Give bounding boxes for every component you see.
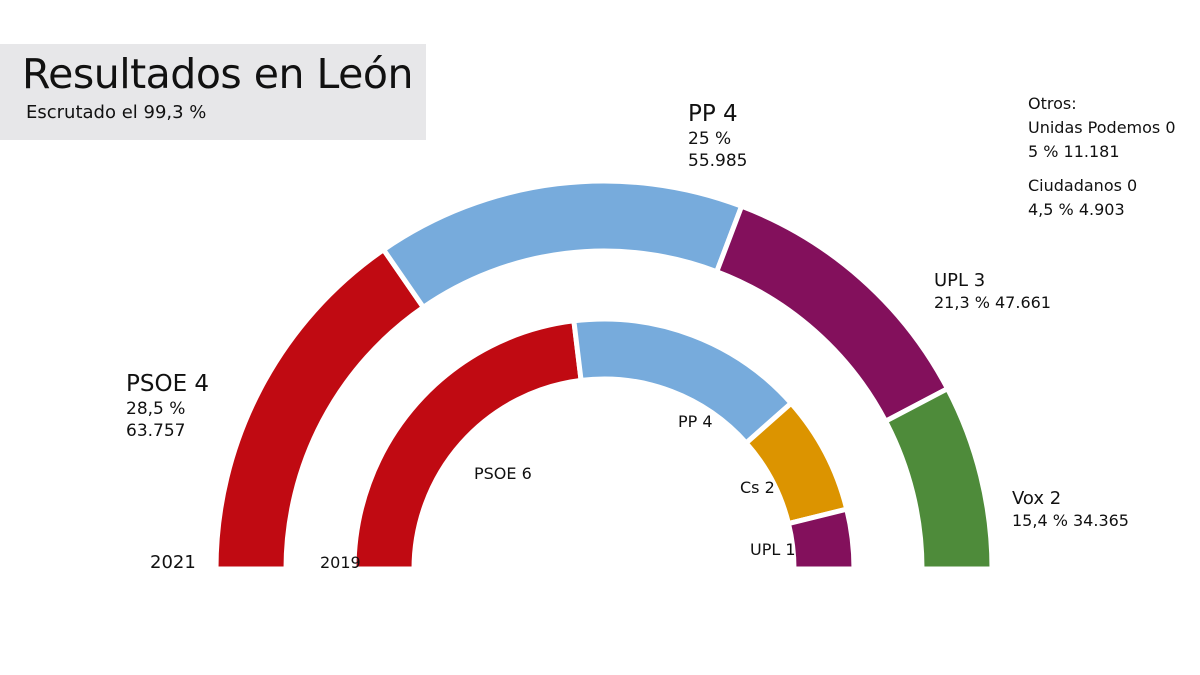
ring-segment-pp-2021 <box>380 178 745 311</box>
others-item-name: Unidas Podemos 0 <box>1028 118 1176 137</box>
chart-subtitle: Escrutado el 99,3 % <box>26 102 207 123</box>
party-label-pp-2021: PP 4 <box>688 101 738 127</box>
party-label-psoe-2021: PSOE 4 <box>126 371 210 397</box>
label-psoe-2019: PSOE 6 <box>474 464 532 483</box>
label-psoe-2021: PSOE 4 28,5 % 63.757 <box>126 370 209 442</box>
pct-label-pp-2021: 25 % <box>688 129 732 150</box>
ring-segment-upl-2019 <box>785 506 857 572</box>
others-item-values: 4,5 % 4.903 <box>1028 200 1125 219</box>
votes-label-pp-2021: 55.985 <box>688 150 748 171</box>
pct-votes-label-upl-2021: 21,3 % 47.661 <box>934 292 1051 312</box>
label-pp-2021: PP 4 25 % 55.985 <box>688 100 747 172</box>
year-label-2019: 2019 <box>320 553 361 572</box>
others-item-values: 5 % 11.181 <box>1028 142 1120 161</box>
label-upl-2019: UPL 1 <box>750 540 796 559</box>
chart-title: Resultados en León <box>22 50 413 98</box>
label-cs-2019: Cs 2 <box>740 478 775 497</box>
year-label-2021: 2021 <box>150 552 196 573</box>
label-upl-2021: UPL 3 21,3 % 47.661 <box>934 270 1051 313</box>
others-block: Otros: Unidas Podemos 0 5 % 11.181 Ciuda… <box>1028 92 1176 222</box>
party-label-upl-2021: UPL 3 <box>934 270 986 291</box>
others-heading: Otros: <box>1028 94 1077 113</box>
label-vox-2021: Vox 2 15,4 % 34.365 <box>1012 488 1129 531</box>
votes-label-psoe-2021: 63.757 <box>126 420 186 441</box>
ring-segment-vox-2021 <box>882 385 995 572</box>
party-label-vox-2021: Vox 2 <box>1012 488 1062 509</box>
ring-segment-psoe-2019 <box>351 318 584 572</box>
pct-label-psoe-2021: 28,5 % <box>126 399 186 420</box>
others-item-name: Ciudadanos 0 <box>1028 176 1138 195</box>
label-pp-2019: PP 4 <box>678 412 713 431</box>
title-box: Resultados en León Escrutado el 99,3 % <box>0 44 426 140</box>
pct-votes-label-vox-2021: 15,4 % 34.365 <box>1012 510 1129 530</box>
